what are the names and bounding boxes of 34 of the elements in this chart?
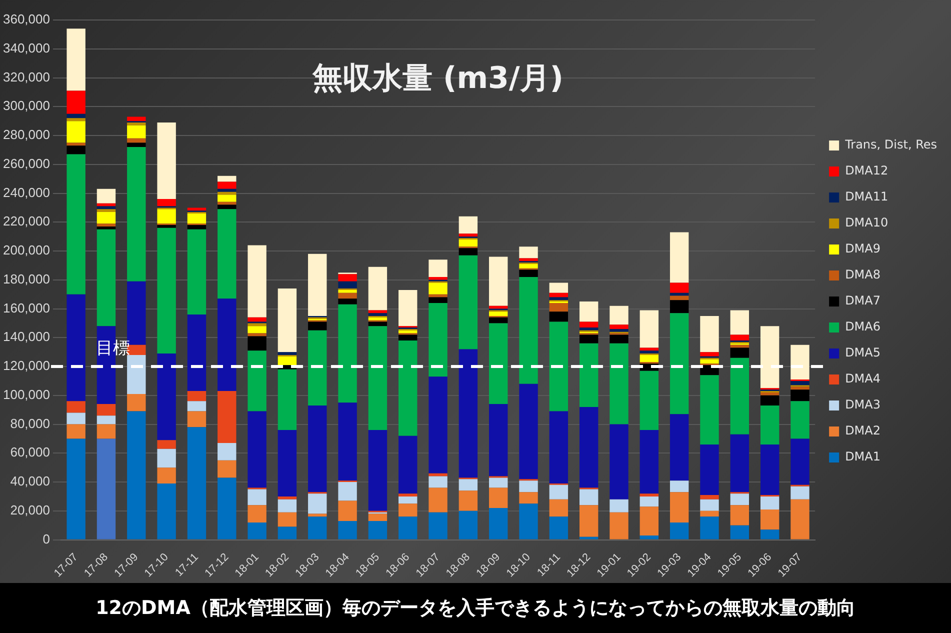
y-tick-label: 280,000 [2,127,50,142]
y-tick-label: 300,000 [2,98,50,114]
legend-label: DMA7 [845,294,881,308]
y-tick-label: 140,000 [2,329,50,344]
legend-label: Trans, Dist, Res [844,138,938,152]
legend-label: DMA5 [845,346,881,360]
y-tick-label: 260,000 [2,156,50,171]
y-tick-label: 80,000 [10,416,50,431]
text: 無収水量 (m3/月) [312,60,564,96]
legend-label: DMA2 [845,424,881,438]
y-tick-label: 0 [42,531,50,546]
legend-label: DMA11 [845,190,888,204]
y-tick-label: 40,000 [10,474,50,489]
y-tick-label: 120,000 [2,358,50,374]
y-tick-label: 180,000 [2,271,50,286]
legend-label: DMA1 [845,450,881,464]
legend-label: DMA8 [845,268,881,282]
legend-label: DMA12 [845,164,888,178]
y-tick-label: 100,000 [2,386,50,402]
y-tick-label: 200,000 [2,242,50,258]
text: 12のDMA（配水管理区画）毎のデータを入手できるようになってからの無取水量の動向 [96,596,856,621]
y-tick-label: 340,000 [2,40,50,56]
y-tick-label: 220,000 [2,214,50,229]
legend-label: DMA4 [845,372,881,386]
legend-label: DMA10 [845,216,888,230]
y-tick-label: 240,000 [2,184,50,200]
y-tick-label: 160,000 [2,300,50,316]
y-tick-label: 320,000 [2,69,50,84]
y-tick-label: 60,000 [10,444,50,460]
y-tick-label: 20,000 [10,502,50,518]
legend-label: DMA6 [845,320,881,334]
legend-label: DMA9 [845,242,881,256]
y-tick-label: 360,000 [2,12,50,27]
legend-label: DMA3 [845,398,881,412]
